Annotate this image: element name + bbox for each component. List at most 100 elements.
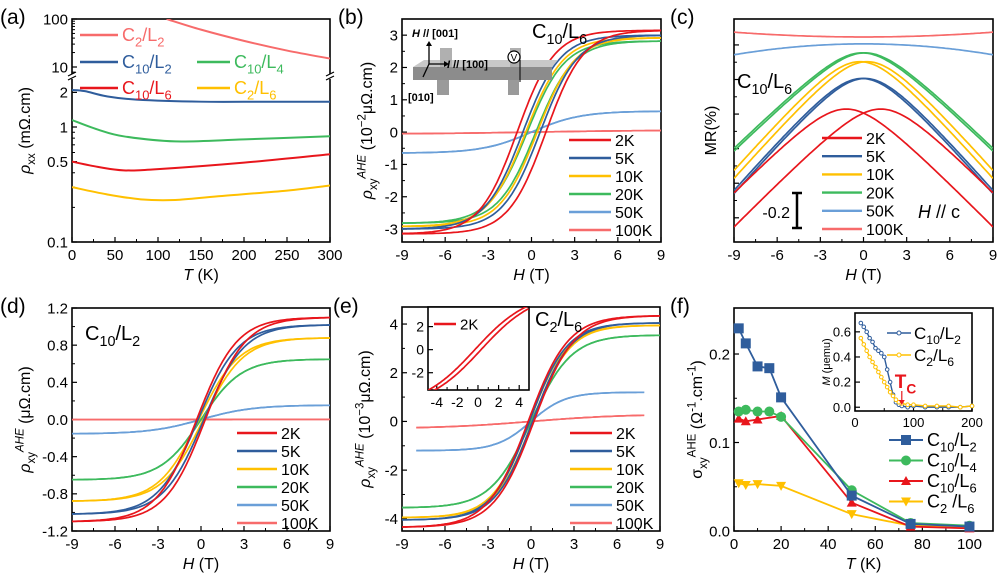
mr-curve-5K <box>734 77 993 195</box>
text-segment: 2 <box>135 34 142 49</box>
text-segment: 10 <box>99 334 115 350</box>
panel-label: (f) <box>670 295 690 318</box>
text-segment: /L <box>261 52 276 72</box>
text-segment: 2 <box>969 439 976 454</box>
curve-5K-down-sweep <box>402 34 661 230</box>
legend-label: C2 /L6 <box>927 492 974 516</box>
inset-marker <box>864 329 870 335</box>
marker-triangle-up <box>733 413 744 423</box>
curve-2K-up-sweep <box>402 29 661 235</box>
y-axis-label: ρxyAHE (10−2μΩ.cm) <box>356 62 380 200</box>
text-segment: xy <box>698 457 710 469</box>
text-segment: H <box>412 28 421 40</box>
legend-label: 10K <box>616 462 645 479</box>
text-segment: 100K <box>866 222 904 239</box>
curve-2K-down-sweep <box>402 29 661 235</box>
marker-square <box>752 361 763 372</box>
legend-label: 2K <box>616 426 636 443</box>
mr-curve-100K <box>734 31 993 38</box>
text-segment: /L <box>149 78 164 98</box>
text-segment: (K) <box>856 556 882 573</box>
inset-marker <box>884 384 890 390</box>
y-tick-label: -4 <box>385 511 398 528</box>
plot-area <box>734 31 993 228</box>
text-segment: H <box>918 202 932 222</box>
series-line <box>72 88 330 103</box>
text-segment: (μΩ.cm) <box>17 366 34 428</box>
x-tick-label: 3 <box>902 247 910 264</box>
panel-d: (d) ρxyAHE (μΩ.cm) H (T) -9 -6 -3 0 3 6 9 -1.2 -0.8… <box>0 295 334 573</box>
y-tick-label: 2 <box>390 60 398 77</box>
axis-break <box>326 74 334 79</box>
x-tick-label: -9 <box>65 536 78 553</box>
y-tick-label: 0.8 <box>47 337 68 354</box>
panel-label: (a) <box>0 6 26 29</box>
marker-triangle-down <box>901 497 911 507</box>
hall-arm <box>437 80 449 95</box>
text-segment: 10 <box>247 61 261 76</box>
curve-2K-down-sweep <box>72 316 330 523</box>
x-tick-label: 6 <box>614 247 622 264</box>
x-tick-label: 3 <box>240 536 248 553</box>
inset-marker <box>876 348 881 353</box>
mr-curve-50K <box>734 43 993 56</box>
text-segment: 2 <box>549 320 557 336</box>
marker-circle <box>740 404 751 415</box>
curve-20K-down-sweep <box>402 334 660 509</box>
y-tick-label: -1.2 <box>42 523 68 540</box>
inset-marker <box>887 389 893 395</box>
x-axis-label: H (T) <box>513 556 549 573</box>
i-direction-label: I // [100] <box>447 59 488 71</box>
text-segment: 10 <box>940 480 954 495</box>
legend-label: 5K <box>615 151 635 168</box>
legend-label: 20K <box>616 480 645 497</box>
inset-y-axis-label: M (μemu) <box>821 338 833 385</box>
inset-marker <box>911 402 916 408</box>
legend-label: 100K <box>615 223 653 240</box>
text-segment: C <box>914 324 926 343</box>
text-segment: 2 <box>954 333 961 347</box>
text-segment: σ <box>689 469 706 479</box>
legend-label: 10K <box>615 169 644 186</box>
text-segment: V <box>511 53 518 64</box>
y-direction-label: [010] <box>408 92 434 104</box>
text-segment: 100K <box>616 516 654 533</box>
x-tick-label: 0 <box>859 247 867 264</box>
text-segment: 6 <box>579 32 587 48</box>
curve-10K-up-sweep <box>402 37 661 228</box>
text-segment: (T) <box>525 267 550 284</box>
plot-area <box>72 19 330 202</box>
x-tick-label: 6 <box>283 536 291 553</box>
text-segment: 2K <box>866 131 886 148</box>
series-line <box>72 153 330 172</box>
y-tick-label: 0.0 <box>709 523 730 540</box>
plot-area <box>402 314 660 528</box>
x-tick-label: 150 <box>188 247 213 264</box>
inset-marker <box>879 374 884 380</box>
x-axis-label: T (K) <box>846 556 882 573</box>
marker-circle <box>776 411 787 422</box>
arrowhead-icon <box>444 61 449 67</box>
inset-marker <box>922 403 928 409</box>
curve-20K-down-sweep <box>402 40 661 224</box>
inset-marker <box>946 403 951 409</box>
y-axis-label: ρxyAHE (μΩ.cm) <box>14 366 38 473</box>
text-segment: /L <box>767 71 784 93</box>
legend-label: 2K <box>615 133 635 150</box>
marker-circle <box>901 455 911 466</box>
tc-arrowhead-icon <box>898 400 905 405</box>
marker-triangle-up <box>752 414 763 424</box>
curve-2K-down-sweep <box>428 307 528 390</box>
y-tick-label: 0.1 <box>709 435 730 452</box>
y-tick-label: -0.4 <box>42 449 68 466</box>
panel-label: (c) <box>670 6 695 29</box>
x-axis-label: H (T) <box>183 556 219 573</box>
y-tick-label: 0.4 <box>47 375 68 392</box>
marker-triangle-up <box>740 416 751 426</box>
marker-triangle-down <box>846 510 857 520</box>
inset-marker <box>893 397 899 402</box>
text-segment: 2K <box>616 426 636 443</box>
text-segment: I <box>447 59 451 71</box>
text-segment: xy <box>368 178 380 190</box>
text-segment: /L <box>940 324 954 343</box>
